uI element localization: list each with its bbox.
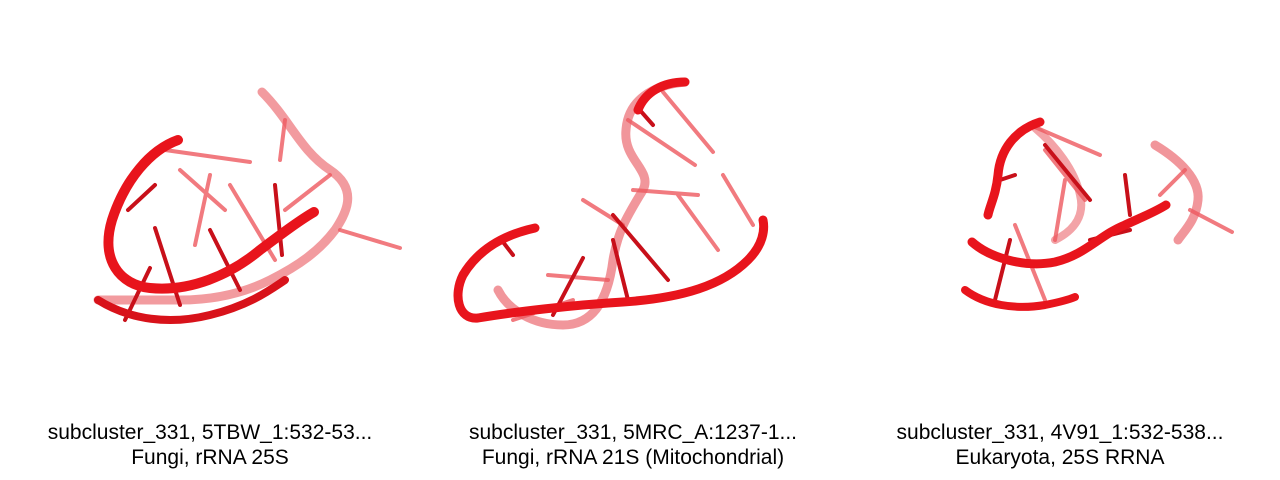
structure-subtitle: Fungi, rRNA 25S bbox=[131, 446, 289, 469]
structure-title: subcluster_331, 5TBW_1:532-53... bbox=[47, 421, 373, 444]
structure-title: subcluster_331, 4V91_1:532-538... bbox=[896, 421, 1224, 444]
rna-structure-icon bbox=[961, 117, 1234, 311]
structure-panel-3: subcluster_331, 4V91_1:532-538... Eukary… bbox=[850, 0, 1270, 480]
structure-subtitle: Eukaryota, 25S RRNA bbox=[955, 446, 1165, 469]
rna-structure-icon bbox=[93, 87, 402, 324]
structure-panel-1: subcluster_331, 5TBW_1:532-53... Fungi, … bbox=[0, 0, 420, 480]
structure-title: subcluster_331, 5MRC_A:1237-1... bbox=[468, 421, 797, 444]
rna-structure-icon bbox=[453, 77, 769, 330]
structure-subtitle: Fungi, rRNA 21S (Mitochondrial) bbox=[481, 446, 785, 469]
structure-panel-2: subcluster_331, 5MRC_A:1237-1... Fungi, … bbox=[423, 0, 843, 480]
